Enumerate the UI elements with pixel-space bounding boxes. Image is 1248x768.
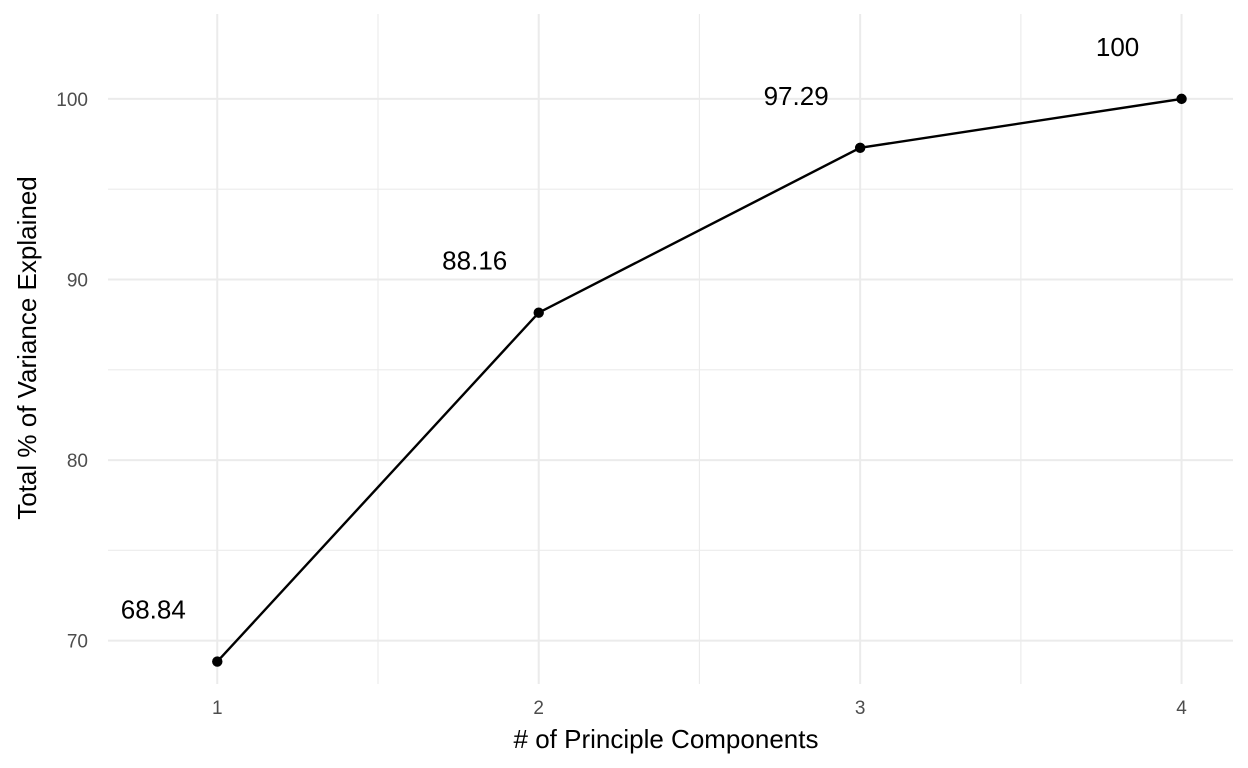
major-gridlines-y bbox=[108, 97, 1233, 642]
data-point bbox=[854, 142, 866, 154]
minor-gridlines-x bbox=[377, 14, 1022, 684]
y-tick-label: 70 bbox=[67, 632, 88, 653]
data-labels-group: 68.84 88.16 97.29 100 bbox=[121, 32, 1140, 625]
y-tick-label: 100 bbox=[56, 90, 88, 111]
y-axis-title: Total % of Variance Explained bbox=[12, 176, 42, 520]
data-label: 97.29 bbox=[764, 81, 829, 111]
major-gridlines-x bbox=[216, 14, 1183, 684]
x-tick-label: 1 bbox=[212, 698, 223, 719]
data-point bbox=[533, 307, 544, 318]
x-tick-label: 2 bbox=[533, 698, 544, 719]
data-label: 100 bbox=[1096, 32, 1139, 62]
minor-gridlines-y bbox=[108, 188, 1233, 551]
y-tick-label: 90 bbox=[67, 270, 88, 291]
data-point bbox=[1176, 93, 1187, 105]
data-label: 88.16 bbox=[442, 246, 507, 276]
x-tick-labels: 1 2 3 4 bbox=[212, 698, 1187, 719]
x-tick-label: 4 bbox=[1176, 698, 1187, 719]
y-tick-labels: 70 80 90 100 bbox=[56, 90, 88, 653]
data-label: 68.84 bbox=[121, 595, 186, 625]
data-point bbox=[212, 656, 223, 667]
series-group bbox=[212, 93, 1187, 667]
y-tick-label: 80 bbox=[67, 451, 88, 472]
x-axis-title: # of Principle Components bbox=[514, 724, 819, 754]
series-line bbox=[216, 97, 1182, 663]
x-tick-label: 3 bbox=[855, 698, 866, 719]
